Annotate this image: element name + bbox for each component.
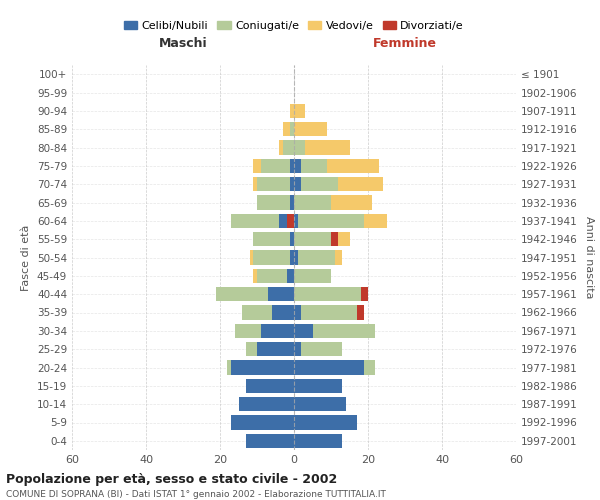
Bar — [253, 250, 290, 264]
Bar — [272, 306, 294, 320]
Bar — [260, 324, 294, 338]
Bar — [301, 177, 338, 192]
Bar — [294, 268, 331, 283]
Bar — [294, 140, 305, 154]
Bar — [331, 232, 338, 246]
Bar — [231, 360, 294, 374]
Bar — [301, 158, 328, 173]
Y-axis label: Fasce di età: Fasce di età — [22, 224, 31, 290]
Bar — [335, 250, 342, 264]
Bar — [294, 287, 361, 302]
Bar — [294, 360, 364, 374]
Bar — [338, 232, 349, 246]
Legend: Celibi/Nubili, Coniugati/e, Vedovi/e, Divorziati/e: Celibi/Nubili, Coniugati/e, Vedovi/e, Di… — [119, 16, 469, 36]
Bar — [246, 434, 294, 448]
Bar — [227, 360, 231, 374]
Bar — [260, 158, 290, 173]
Bar — [294, 397, 346, 411]
Bar — [294, 214, 298, 228]
Bar — [268, 287, 294, 302]
Bar — [283, 140, 294, 154]
Bar — [283, 122, 290, 136]
Bar — [231, 214, 279, 228]
Text: Maschi: Maschi — [158, 38, 208, 51]
Bar — [328, 158, 379, 173]
Bar — [305, 140, 349, 154]
Bar — [294, 250, 298, 264]
Bar — [294, 232, 331, 246]
Bar — [290, 177, 294, 192]
Bar — [357, 306, 364, 320]
Bar — [290, 250, 294, 264]
Bar — [290, 158, 294, 173]
Bar — [290, 232, 294, 246]
Bar — [338, 177, 383, 192]
Bar — [294, 342, 301, 356]
Bar — [253, 177, 257, 192]
Text: Femmine: Femmine — [373, 38, 437, 51]
Bar — [257, 268, 287, 283]
Bar — [257, 342, 294, 356]
Bar — [253, 158, 260, 173]
Bar — [239, 397, 294, 411]
Bar — [279, 140, 283, 154]
Bar — [257, 177, 290, 192]
Bar — [287, 214, 294, 228]
Bar — [294, 104, 305, 118]
Bar — [364, 360, 376, 374]
Bar — [279, 214, 287, 228]
Bar — [253, 268, 257, 283]
Bar — [246, 342, 257, 356]
Bar — [290, 196, 294, 209]
Bar — [298, 214, 364, 228]
Bar — [290, 122, 294, 136]
Bar — [217, 287, 268, 302]
Bar — [294, 196, 331, 209]
Bar — [294, 324, 313, 338]
Bar — [290, 104, 294, 118]
Bar — [301, 342, 342, 356]
Bar — [294, 122, 328, 136]
Bar — [301, 306, 357, 320]
Bar — [246, 378, 294, 393]
Bar — [294, 177, 301, 192]
Bar — [294, 434, 342, 448]
Bar — [257, 196, 290, 209]
Bar — [298, 250, 335, 264]
Bar — [287, 268, 294, 283]
Bar — [294, 378, 342, 393]
Text: Popolazione per età, sesso e stato civile - 2002: Popolazione per età, sesso e stato civil… — [6, 472, 337, 486]
Bar — [313, 324, 376, 338]
Bar — [231, 416, 294, 430]
Bar — [361, 287, 368, 302]
Bar — [364, 214, 386, 228]
Bar — [294, 158, 301, 173]
Text: COMUNE DI SOPRANA (BI) - Dati ISTAT 1° gennaio 2002 - Elaborazione TUTTITALIA.IT: COMUNE DI SOPRANA (BI) - Dati ISTAT 1° g… — [6, 490, 386, 499]
Bar — [242, 306, 272, 320]
Y-axis label: Anni di nascita: Anni di nascita — [584, 216, 594, 298]
Bar — [250, 250, 253, 264]
Bar — [294, 416, 357, 430]
Bar — [294, 306, 301, 320]
Bar — [331, 196, 372, 209]
Bar — [235, 324, 260, 338]
Bar — [253, 232, 290, 246]
